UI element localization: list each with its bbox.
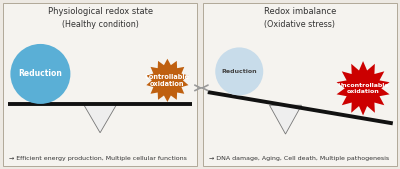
Text: → Efficient energy production, Multiple cellular functions: → Efficient energy production, Multiple … [9,156,187,161]
Polygon shape [336,61,390,115]
Text: Reduction: Reduction [18,69,62,78]
Circle shape [215,47,263,95]
Polygon shape [83,104,117,133]
FancyBboxPatch shape [3,3,197,166]
Text: (Oxidative stress): (Oxidative stress) [264,20,336,29]
Text: Controllable
oxidation: Controllable oxidation [145,74,190,87]
FancyBboxPatch shape [203,3,397,166]
Text: → DNA damage, Aging, Cell death, Multiple pathogenesis: → DNA damage, Aging, Cell death, Multipl… [209,156,389,161]
Polygon shape [146,59,188,102]
Text: Redox imbalance: Redox imbalance [264,7,336,16]
Text: Uncontrollable
oxidation: Uncontrollable oxidation [337,83,389,94]
Text: Reduction: Reduction [222,69,257,74]
Circle shape [10,44,70,104]
Text: Physiological redox state: Physiological redox state [48,7,153,16]
Text: (Healthy condition): (Healthy condition) [62,20,138,29]
Polygon shape [270,105,302,134]
